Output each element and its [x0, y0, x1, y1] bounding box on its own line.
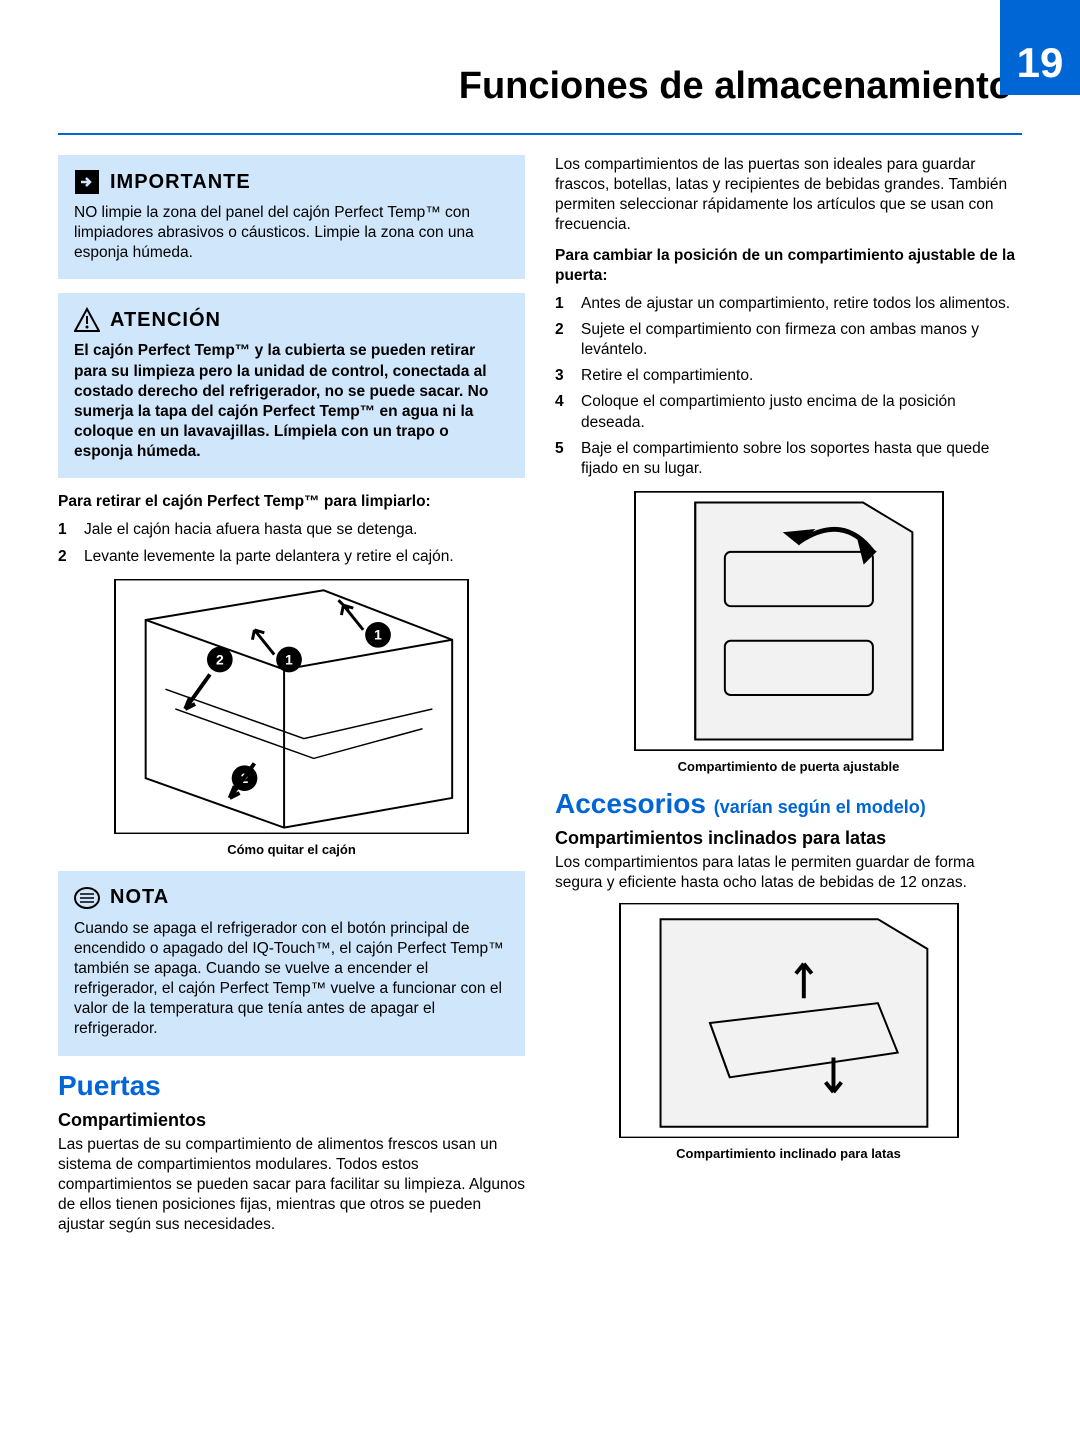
nota-label: NOTA: [110, 886, 169, 909]
figure-door-bin-caption: Compartimiento de puerta ajustable: [555, 759, 1022, 774]
remove-steps: Jale el cajón hacia afuera hasta que se …: [58, 520, 525, 566]
arrow-square-icon: [74, 169, 100, 195]
page-number: 19: [1000, 0, 1080, 95]
nota-title: NOTA: [74, 885, 509, 911]
compartimientos-heading: Compartimientos: [58, 1110, 525, 1131]
importante-body: NO limpie la zona del panel del cajón Pe…: [74, 203, 509, 263]
remove-intro: Para retirar el cajón Perfect Temp™ para…: [58, 492, 525, 512]
compartimientos-body: Las puertas de su compartimiento de alim…: [58, 1135, 525, 1236]
figure-door-bin-image: [634, 491, 944, 751]
note-lines-icon: [74, 885, 100, 911]
adjust-intro: Para cambiar la posición de un compartim…: [555, 246, 1022, 286]
adjust-steps: Antes de ajustar un compartimiento, reti…: [555, 294, 1022, 479]
tilt-body: Los compartimientos para latas le permit…: [555, 853, 1022, 893]
svg-text:1: 1: [285, 651, 293, 667]
atencion-body: El cajón Perfect Temp™ y la cubierta se …: [74, 341, 509, 462]
svg-text:1: 1: [374, 626, 382, 642]
list-item: Antes de ajustar un compartimiento, reti…: [555, 294, 1022, 314]
tilt-bin-illustration: [621, 903, 957, 1138]
atencion-title: ATENCIÓN: [74, 307, 509, 333]
importante-callout: IMPORTANTE NO limpie la zona del panel d…: [58, 155, 525, 279]
tilt-heading: Compartimientos inclinados para latas: [555, 828, 1022, 849]
warning-triangle-icon: [74, 307, 100, 333]
left-column: IMPORTANTE NO limpie la zona del panel d…: [58, 155, 525, 1245]
nota-callout: NOTA Cuando se apaga el refrigerador con…: [58, 871, 525, 1056]
page-title: Funciones de almacenamiento: [459, 65, 1012, 108]
right-intro: Los compartimientos de las puertas son i…: [555, 155, 1022, 236]
figure-tilt-bin-image: [619, 903, 959, 1138]
list-item: Jale el cajón hacia afuera hasta que se …: [58, 520, 525, 540]
atencion-body-text: El cajón Perfect Temp™ y la cubierta se …: [74, 342, 488, 460]
accesorios-heading-sub: (varían según el modelo): [714, 797, 926, 817]
figure-tilt-bin: Compartimiento inclinado para latas: [555, 903, 1022, 1161]
figure-drawer: 1 1 2 2 Cómo quitar el cajón: [58, 579, 525, 857]
atencion-callout: ATENCIÓN El cajón Perfect Temp™ y la cub…: [58, 293, 525, 478]
page-header: Funciones de almacenamiento 19: [58, 40, 1022, 135]
svg-text:2: 2: [216, 651, 224, 667]
puertas-heading: Puertas: [58, 1070, 525, 1102]
list-item: Levante levemente la parte delantera y r…: [58, 547, 525, 567]
list-item: Baje el compartimiento sobre los soporte…: [555, 439, 1022, 479]
atencion-label: ATENCIÓN: [110, 309, 221, 332]
figure-drawer-caption: Cómo quitar el cajón: [58, 842, 525, 857]
content-columns: IMPORTANTE NO limpie la zona del panel d…: [0, 135, 1080, 1245]
door-bin-illustration: [636, 491, 942, 751]
drawer-illustration: 1 1 2 2: [116, 579, 467, 834]
list-item: Retire el compartimiento.: [555, 366, 1022, 386]
list-item: Coloque el compartimiento justo encima d…: [555, 392, 1022, 432]
accesorios-heading-main: Accesorios: [555, 788, 706, 819]
figure-door-bin: Compartimiento de puerta ajustable: [555, 491, 1022, 774]
list-item: Sujete el compartimiento con firmeza con…: [555, 320, 1022, 360]
figure-tilt-bin-caption: Compartimiento inclinado para latas: [555, 1146, 1022, 1161]
accesorios-heading: Accesorios (varían según el modelo): [555, 788, 1022, 820]
importante-title: IMPORTANTE: [74, 169, 509, 195]
nota-body: Cuando se apaga el refrigerador con el b…: [74, 919, 509, 1040]
figure-drawer-image: 1 1 2 2: [114, 579, 469, 834]
importante-label: IMPORTANTE: [110, 171, 251, 194]
right-column: Los compartimientos de las puertas son i…: [555, 155, 1022, 1245]
